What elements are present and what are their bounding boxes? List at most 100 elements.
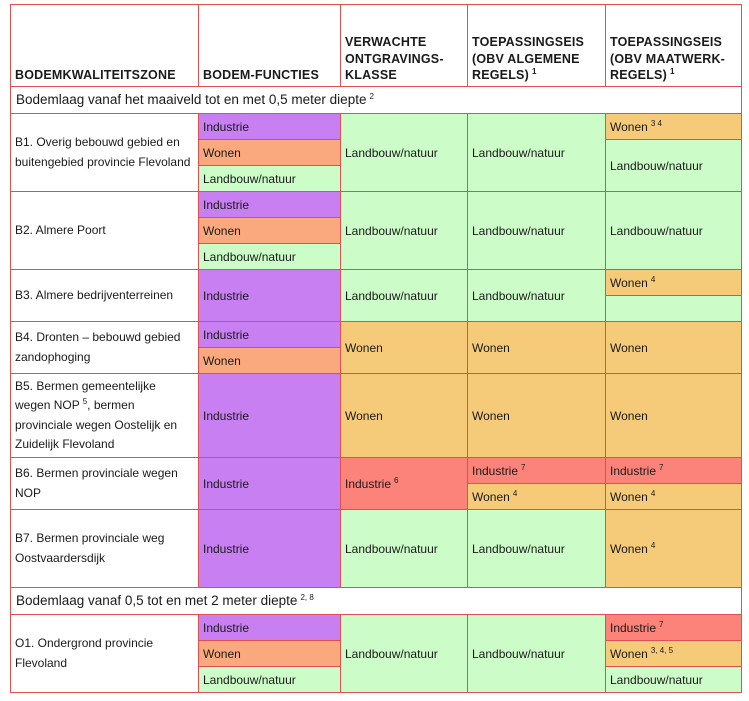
algemeen-b2: Landbouw/natuur	[468, 192, 606, 270]
function-wonen: Wonen	[199, 348, 341, 374]
zone-b2-text: B2. Almere Poort	[15, 222, 106, 237]
algemeen-b2-text: Landbouw/natuur	[472, 223, 565, 238]
header-klasse-text: VERWACHTE ONTGRAVINGS-KLASSE	[345, 35, 444, 82]
zone-b7-text: B7. Bermen provinciale weg Oostvaardersd…	[15, 531, 165, 565]
klasse-b4-text: Wonen	[345, 340, 383, 355]
algemeen-b4: Wonen	[468, 322, 606, 374]
algemeen-b6-wonen: Wonen 4	[468, 484, 606, 510]
footnote-ref: 1	[669, 66, 675, 76]
function-wonen: Wonen	[199, 641, 341, 667]
algemeen-b1-text: Landbouw/natuur	[472, 145, 565, 160]
maatwerk-o1-industrie: Industrie 7	[606, 615, 742, 641]
function-industrie: Industrie	[199, 322, 341, 348]
zone-b1: B1. Overig bebouwd gebied en buitengebie…	[10, 114, 199, 192]
footnote-ref: 4	[512, 488, 518, 498]
function-label: Wonen	[203, 223, 241, 238]
maatwerk-b3-landbouw	[606, 296, 742, 322]
function-label: Landbouw/natuur	[203, 672, 296, 687]
maatwerk-label: Wonen	[610, 541, 648, 556]
function-label: Industrie	[203, 541, 250, 556]
function-label: Wonen	[203, 145, 241, 160]
maatwerk-o1-wonen-text: Wonen 3, 4, 5	[610, 645, 673, 663]
algemeen-label: Wonen	[472, 489, 510, 504]
klasse-o1: Landbouw/natuur	[341, 615, 468, 693]
maatwerk-b7-text: Wonen 4	[610, 540, 655, 558]
section-deep-text: Bodemlaag vanaf 0,5 tot en met 2 meter d…	[16, 591, 314, 611]
maatwerk-label: Wonen	[610, 119, 648, 134]
header-algemeen-cell-text: TOEPASSINGSEIS (OBV ALGEMENE REGELS) 1	[472, 34, 601, 83]
header-maatwerk-cell-text: TOEPASSINGSEIS (OBV MAATWERK-REGELS) 1	[610, 34, 737, 83]
footnote-ref: 7	[521, 462, 526, 472]
maatwerk-b3-wonen-text: Wonen 4	[610, 274, 655, 292]
maatwerk-label: Landbouw/natuur	[610, 223, 703, 238]
footnote-ref: 2	[369, 91, 374, 101]
function-label: Wonen	[203, 353, 241, 368]
zone-b3-text: B3. Almere bedrijventerreinen	[15, 287, 174, 302]
maatwerk-label: Landbouw/natuur	[610, 672, 703, 687]
header-maatwerk: TOEPASSINGSEIS (OBV MAATWERK-REGELS) 1	[606, 4, 742, 87]
maatwerk-o1-landbouw: Landbouw/natuur	[606, 667, 742, 693]
footnote-ref: 6	[394, 475, 399, 485]
zone-b5-part-a: B5. Bermen gemeentelijke wegen NOP	[15, 379, 156, 413]
algemeen-b5: Wonen	[468, 374, 606, 458]
klasse-b7-text: Landbouw/natuur	[345, 541, 438, 556]
klasse-b1-text: Landbouw/natuur	[345, 145, 438, 160]
maatwerk-label: Industrie	[610, 463, 657, 478]
header-algemeen: TOEPASSINGSEIS (OBV ALGEMENE REGELS) 1	[468, 4, 606, 87]
maatwerk-b1-wonen: Wonen 3 4	[606, 114, 742, 140]
maatwerk-o1-wonen: Wonen 3, 4, 5	[606, 641, 742, 667]
klasse-b3-text: Landbouw/natuur	[345, 288, 438, 303]
function-landbouw-natuur: Landbouw/natuur	[199, 244, 341, 270]
algemeen-b3: Landbouw/natuur	[468, 270, 606, 322]
maatwerk-b4: Wonen	[606, 322, 742, 374]
function-label: Industrie	[203, 408, 250, 423]
header-zone: BODEMKWALITEITSZONE	[10, 4, 199, 87]
maatwerk-b6-wonen-text: Wonen 4	[610, 488, 655, 506]
function-landbouw-natuur: Landbouw/natuur	[199, 166, 341, 192]
klasse-b3: Landbouw/natuur	[341, 270, 468, 322]
zone-b5: B5. Bermen gemeentelijke wegen NOP 5, ber…	[10, 374, 199, 458]
zone-o1: O1. Ondergrond provincie Flevoland	[10, 615, 199, 693]
klasse-b2: Landbouw/natuur	[341, 192, 468, 270]
header-zone-text: BODEMKWALITEITSZONE	[15, 67, 176, 82]
footnote-ref: 4	[650, 540, 656, 550]
function-industrie: Industrie	[199, 458, 341, 510]
function-label: Industrie	[203, 288, 250, 303]
klasse-b6: Industrie 6	[341, 458, 468, 510]
zone-b4: B4. Dronten – bebouwd gebied zandophogin…	[10, 322, 199, 374]
algemeen-b7-text: Landbouw/natuur	[472, 541, 565, 556]
footnote-ref: 2, 8	[300, 592, 314, 602]
zone-b4-text: B4. Dronten – bebouwd gebied zandophogin…	[15, 330, 181, 364]
function-label: Landbouw/natuur	[203, 249, 296, 264]
footnote-ref: 4	[650, 274, 656, 284]
section-title-top: Bodemlaag vanaf het maaiveld tot en met …	[10, 87, 742, 114]
zone-o1-text: O1. Ondergrond provincie Flevoland	[15, 636, 154, 670]
header-functies-text: BODEM-FUNCTIES	[203, 67, 319, 82]
function-industrie: Industrie	[199, 510, 341, 588]
maatwerk-label: Wonen	[610, 646, 648, 661]
klasse-b1: Landbouw/natuur	[341, 114, 468, 192]
maatwerk-label: Wonen	[610, 275, 648, 290]
function-label: Industrie	[203, 197, 250, 212]
zone-b1-text: B1. Overig bebouwd gebied en buitengebie…	[15, 135, 191, 169]
section-top-label: Bodemlaag vanaf het maaiveld tot en met …	[16, 91, 367, 107]
maatwerk-b6-industrie-text: Industrie 7	[610, 462, 663, 480]
function-label: Industrie	[203, 119, 250, 134]
klasse-b2-text: Landbouw/natuur	[345, 223, 438, 238]
maatwerk-label: Landbouw/natuur	[610, 158, 703, 173]
footnote-ref: 4	[650, 488, 656, 498]
footnote-ref: 3 4	[650, 118, 662, 128]
maatwerk-b3-wonen: Wonen 4	[606, 270, 742, 296]
header-functies: BODEM-FUNCTIES	[199, 4, 341, 87]
function-landbouw-natuur: Landbouw/natuur	[199, 667, 341, 693]
algemeen-b4-text: Wonen	[472, 340, 510, 355]
zone-b6-text: B6. Bermen provinciale wegen NOP	[15, 466, 178, 500]
section-top-text: Bodemlaag vanaf het maaiveld tot en met …	[16, 90, 374, 110]
zone-b7: B7. Bermen provinciale weg Oostvaardersd…	[10, 510, 199, 588]
klasse-b5-text: Wonen	[345, 408, 383, 423]
zone-b5-part-b: , bermen provinciale wegen Oostelijk en …	[15, 398, 178, 451]
algemeen-b7: Landbouw/natuur	[468, 510, 606, 588]
maatwerk-o1-industrie-text: Industrie 7	[610, 619, 663, 637]
footnote-ref: 7	[659, 619, 664, 629]
maatwerk-b2: Landbouw/natuur	[606, 192, 742, 270]
